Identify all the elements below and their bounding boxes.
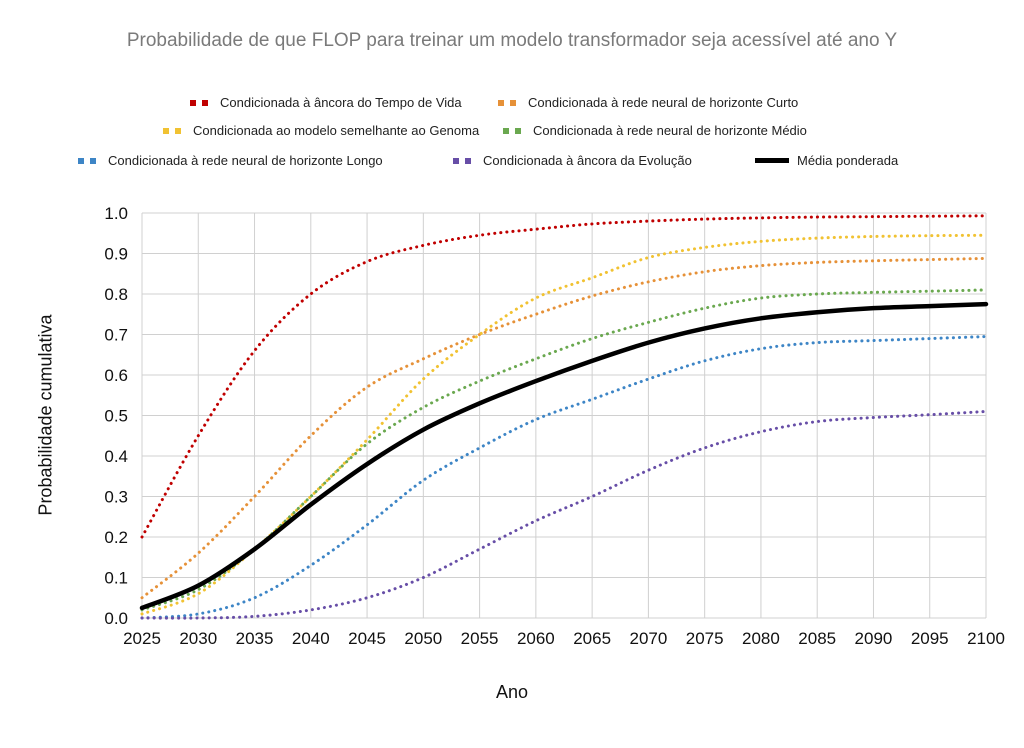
legend-label: Condicionada à rede neural de horizonte … xyxy=(108,153,383,168)
legend-swatch xyxy=(453,157,475,164)
legend-label: Condicionada à âncora da Evolução xyxy=(483,153,692,168)
legend-label: Condicionada ao modelo semelhante ao Gen… xyxy=(193,123,480,138)
x-tick-label: 2070 xyxy=(629,629,667,648)
y-tick-label: 0.0 xyxy=(104,609,128,628)
x-tick-label: 2090 xyxy=(855,629,893,648)
y-tick-label: 0.2 xyxy=(104,528,128,547)
legend-swatch xyxy=(190,99,212,106)
legend-item: Condicionada à rede neural de horizonte … xyxy=(78,153,383,168)
x-tick-label: 2095 xyxy=(911,629,949,648)
x-tick-label: 2040 xyxy=(292,629,330,648)
x-tick-label: 2045 xyxy=(348,629,386,648)
x-axis-label: Ano xyxy=(495,682,529,702)
y-axis-label: Probabilidade cumulativa xyxy=(35,314,56,516)
series-line-6 xyxy=(139,301,989,611)
legend-label: Média ponderada xyxy=(797,153,899,168)
y-tick-label: 0.5 xyxy=(104,407,128,426)
legend-item: Condicionada à âncora do Tempo de Vida xyxy=(190,95,462,110)
series-line-3 xyxy=(140,288,988,612)
y-tick-label: 0.6 xyxy=(104,366,128,385)
x-tick-label: 2060 xyxy=(517,629,555,648)
y-tick-label: 1.0 xyxy=(104,204,128,223)
legend-swatch xyxy=(78,157,100,164)
x-tick-label: 2085 xyxy=(798,629,836,648)
x-tick-label: 2100 xyxy=(967,629,1005,648)
legend-swatch xyxy=(498,99,520,106)
y-tick-label: 0.1 xyxy=(104,569,128,588)
chart-title: Probabilidade de que FLOP para treinar u… xyxy=(126,30,898,51)
series-line-0 xyxy=(140,214,988,539)
legend-swatch xyxy=(755,158,789,163)
legend-label: Condicionada à rede neural de horizonte … xyxy=(528,95,799,110)
legend-item: Condicionada à rede neural de horizonte … xyxy=(498,95,798,110)
legend-swatch xyxy=(503,127,525,134)
y-tick-label: 0.3 xyxy=(104,488,128,507)
legend-item: Média ponderada xyxy=(755,153,898,168)
x-tick-label: 2065 xyxy=(573,629,611,648)
y-tick-label: 0.4 xyxy=(104,447,128,466)
y-tick-label: 0.9 xyxy=(104,245,128,264)
legend-item: Condicionada à rede neural de horizonte … xyxy=(503,123,807,138)
legend-label: Condicionada à âncora do Tempo de Vida xyxy=(220,95,462,110)
x-tick-label: 2025 xyxy=(123,629,161,648)
legend-item: Condicionada à âncora da Evolução xyxy=(453,153,692,168)
x-tick-label: 2035 xyxy=(236,629,274,648)
y-tick-label: 0.8 xyxy=(104,285,128,304)
legend-swatch xyxy=(163,127,185,134)
series-line-5 xyxy=(140,409,988,620)
series-line-4 xyxy=(140,335,988,620)
x-tick-label: 2030 xyxy=(179,629,217,648)
y-tick-label: 0.7 xyxy=(104,326,128,345)
legend-item: Condicionada ao modelo semelhante ao Gen… xyxy=(163,123,479,138)
legend: Condicionada à âncora do Tempo de Vida Co… xyxy=(0,0,1024,190)
legend-label: Condicionada à rede neural de horizonte … xyxy=(533,123,807,138)
x-tick-label: 2080 xyxy=(742,629,780,648)
x-tick-label: 2050 xyxy=(404,629,442,648)
x-tick-label: 2075 xyxy=(686,629,724,648)
x-tick-label: 2055 xyxy=(461,629,499,648)
